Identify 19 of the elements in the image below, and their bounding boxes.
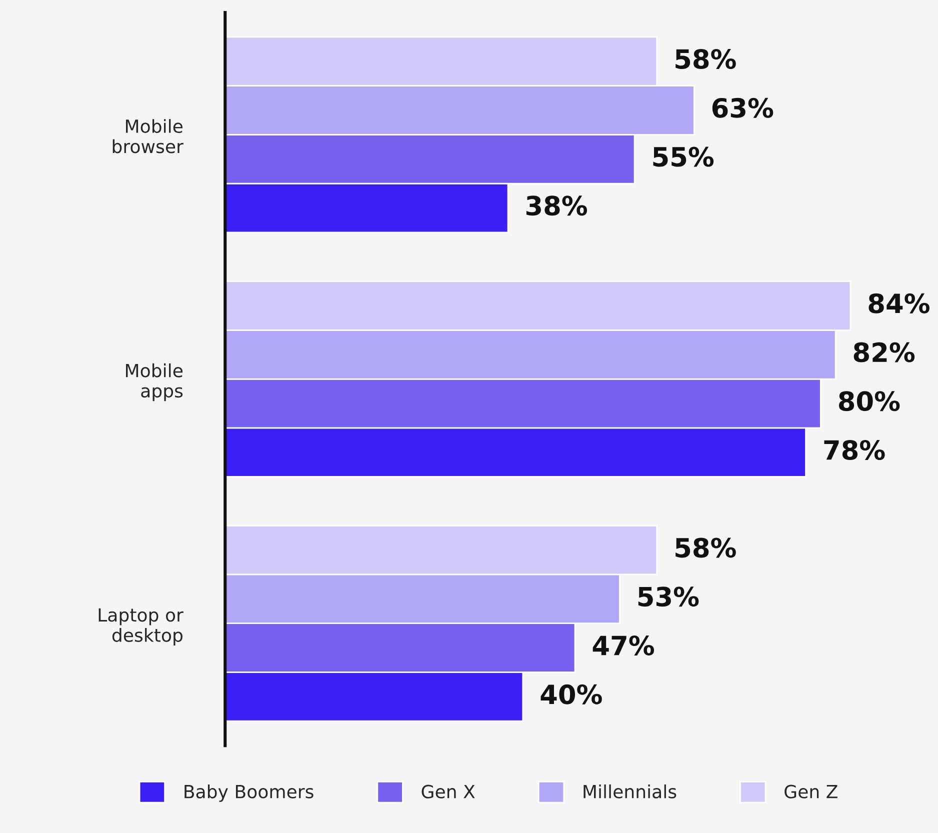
data-label: 53% [638,586,699,607]
legend-label: Gen X [422,784,475,798]
data-label: 38% [526,196,587,216]
y-tick-label: Mobile browser [112,119,184,154]
data-label: 78% [824,440,885,460]
data-label: 84% [868,293,930,314]
data-label: 63% [712,98,774,118]
data-label: 47% [592,635,654,656]
data-label: 40% [540,684,602,704]
legend-label: Millennials [584,784,676,798]
legend-label: Gen Z [784,784,838,798]
y-tick-label: Laptop or desktop [98,608,184,646]
data-label: 58% [676,538,736,558]
data-label: 82% [854,342,915,362]
data-label: 58% [676,49,736,70]
y-tick-label: Mobile apps [126,363,183,402]
legend-label: Baby Boomers [184,784,314,802]
data-label: 80% [838,391,900,412]
data-label: 55% [653,146,714,167]
